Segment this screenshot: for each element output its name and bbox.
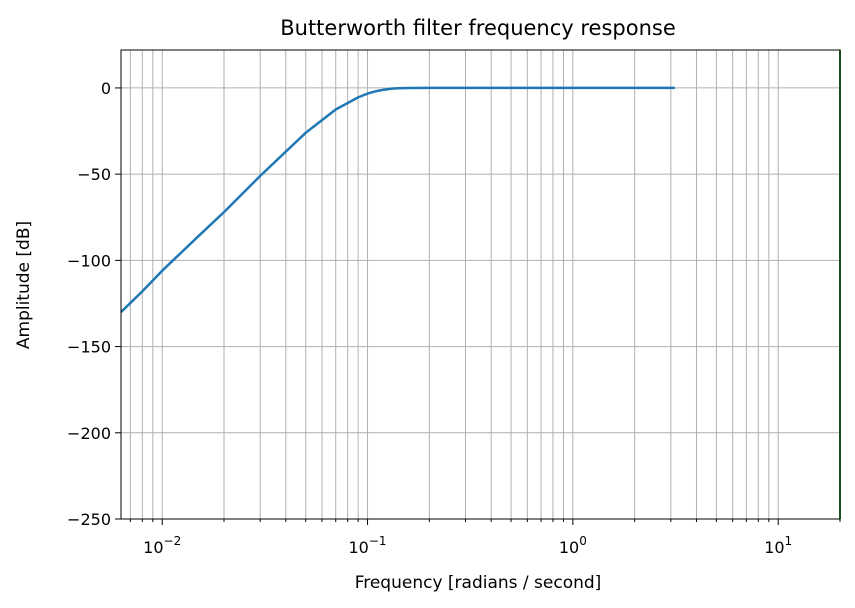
y-tick-label: −250: [67, 510, 111, 529]
x-tick-label: 10−2: [143, 534, 181, 557]
x-tick-label-base: 10: [764, 538, 784, 557]
x-tick-label-base: 10: [559, 538, 579, 557]
x-tick-label: 100: [559, 534, 587, 557]
chart-title: Butterworth filter frequency response: [280, 16, 676, 40]
x-axis-title: Frequency [radians / second]: [355, 573, 602, 593]
x-tick-label-base: 10: [348, 538, 368, 557]
y-axis-title: Amplitude [dB]: [14, 221, 34, 349]
x-axis: 10−2 10−1 100 101: [129, 519, 841, 557]
series-line: [120, 86, 675, 313]
x-tick-label-exponent: 0: [579, 534, 587, 548]
x-tick-label-exponent: −1: [369, 534, 387, 548]
x-tick-label: 10−1: [348, 534, 386, 557]
x-tick-label: 101: [764, 534, 792, 557]
plot-area: [120, 49, 841, 520]
y-tick-label: 0: [101, 79, 111, 98]
y-tick-label: −100: [67, 251, 111, 270]
y-tick-label: −50: [77, 165, 111, 184]
y-tick-label: −200: [67, 424, 111, 443]
x-tick-label-base: 10: [143, 538, 163, 557]
x-tick-label-exponent: −2: [164, 534, 182, 548]
x-tick-label-exponent: 1: [785, 534, 793, 548]
y-tick-label: −150: [67, 338, 111, 357]
plot-background: [121, 50, 840, 519]
y-axis: 0 −50 −100 −150 −200 −250: [67, 79, 121, 529]
plot-frame: [120, 49, 841, 520]
series-layer: [120, 86, 675, 313]
